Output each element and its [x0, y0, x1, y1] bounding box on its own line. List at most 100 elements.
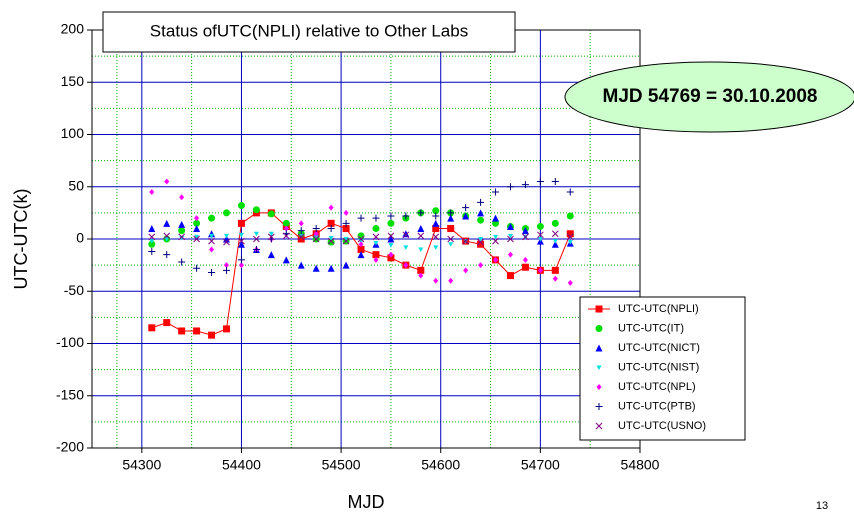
point	[595, 422, 603, 430]
title-box	[102, 11, 516, 53]
point	[208, 230, 216, 238]
annotation: MJD 54769 = 30.10.2008	[603, 86, 818, 107]
point	[224, 233, 230, 239]
point	[477, 198, 485, 206]
point	[327, 237, 335, 245]
point	[402, 212, 410, 220]
point	[432, 233, 440, 241]
point	[163, 219, 171, 227]
point	[252, 206, 260, 214]
point	[403, 262, 409, 269]
point	[342, 225, 350, 233]
point	[537, 237, 543, 242]
point	[521, 181, 529, 189]
point	[163, 232, 171, 240]
point	[432, 225, 440, 233]
y-tick-label: -100	[56, 334, 84, 350]
point	[282, 232, 290, 240]
point	[477, 216, 485, 224]
point	[507, 235, 514, 243]
legend-label: UTC-UTC(NICT)	[618, 342, 700, 354]
point	[506, 183, 514, 191]
point	[267, 210, 275, 218]
point	[342, 219, 350, 227]
point	[551, 230, 559, 238]
point	[477, 209, 485, 217]
point	[343, 237, 349, 242]
point	[358, 241, 364, 248]
point	[433, 245, 439, 250]
point	[478, 262, 484, 269]
point	[163, 251, 171, 259]
point	[372, 225, 380, 233]
point	[328, 235, 334, 241]
point	[447, 209, 455, 217]
point	[342, 237, 350, 245]
point	[596, 384, 602, 390]
point	[224, 262, 230, 269]
point	[372, 233, 380, 241]
point	[327, 219, 335, 227]
point	[507, 251, 513, 258]
point	[462, 237, 469, 245]
point	[193, 235, 200, 243]
point	[551, 240, 559, 248]
point	[223, 266, 231, 274]
point	[268, 231, 274, 237]
chart-title: Status ofUTC(NPLI) relative to Other Lab…	[150, 21, 468, 40]
point	[164, 237, 170, 242]
x-tick-label: 54600	[421, 457, 460, 473]
point	[567, 279, 573, 286]
point	[402, 231, 410, 239]
point	[237, 219, 245, 227]
point	[387, 232, 395, 240]
point	[595, 403, 603, 410]
point	[506, 272, 514, 280]
point	[223, 238, 230, 246]
point	[462, 204, 470, 212]
point	[178, 227, 186, 235]
point	[193, 225, 201, 233]
point	[148, 225, 156, 233]
point	[596, 365, 602, 370]
point	[493, 234, 499, 240]
point	[536, 222, 544, 230]
point	[149, 239, 155, 244]
point	[312, 235, 320, 243]
point	[209, 246, 215, 253]
point	[312, 264, 320, 272]
point	[193, 327, 201, 335]
point	[208, 331, 216, 339]
point	[178, 220, 186, 228]
point	[313, 230, 319, 237]
point	[179, 194, 185, 201]
legend-label: UTC-UTC(PTB)	[618, 400, 696, 412]
point	[418, 247, 424, 252]
point	[194, 234, 200, 240]
legend-label: UTC-UTC(NPL)	[618, 381, 696, 393]
point	[477, 238, 484, 246]
point	[282, 256, 290, 264]
point	[208, 214, 216, 222]
point	[297, 227, 305, 235]
point	[193, 264, 201, 272]
point	[492, 214, 500, 222]
point	[432, 219, 440, 227]
point	[403, 245, 409, 250]
point	[388, 243, 394, 248]
x-tick-label: 54400	[222, 457, 261, 473]
point	[267, 233, 275, 241]
point	[447, 235, 455, 243]
point	[357, 251, 365, 259]
y-tick-label: 100	[61, 125, 85, 141]
point	[298, 220, 304, 227]
point	[372, 214, 380, 222]
point	[282, 219, 290, 227]
point	[552, 275, 558, 282]
point	[223, 325, 231, 333]
point	[566, 212, 574, 220]
point	[432, 207, 440, 215]
point	[551, 219, 559, 227]
annotation-ellipse	[564, 61, 854, 133]
x-tick-label: 54800	[621, 457, 660, 473]
